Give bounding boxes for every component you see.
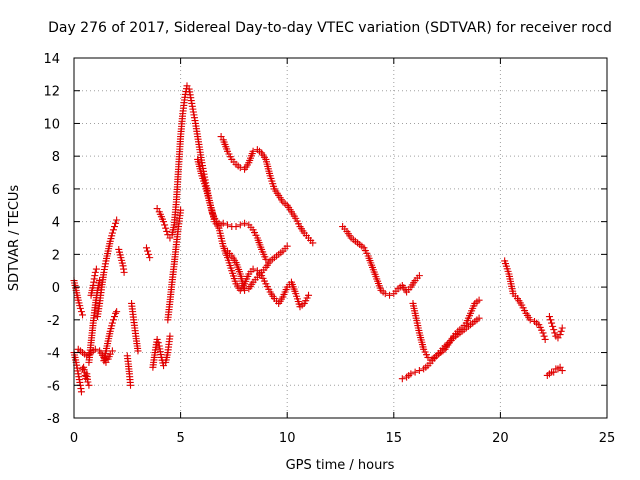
plot-frame [73, 57, 608, 419]
data-point [79, 311, 87, 319]
data-point [85, 381, 93, 389]
data-point [153, 335, 161, 343]
y-tick-label: 2 [52, 248, 60, 263]
y-tick-label: -2 [47, 314, 60, 329]
data-point [526, 316, 534, 324]
data-point [108, 347, 116, 355]
data-point [84, 378, 92, 386]
data-point [108, 229, 116, 237]
data-point [558, 324, 566, 332]
data-point [142, 244, 150, 252]
data-points [70, 82, 566, 396]
data-point [415, 272, 423, 280]
data-point [111, 223, 119, 231]
data-point [126, 381, 134, 389]
data-point [305, 291, 313, 299]
data-point [146, 254, 154, 262]
data-point [558, 367, 566, 375]
data-point [219, 219, 227, 227]
data-point [556, 331, 564, 339]
data-point [386, 291, 394, 299]
data-point-fill [77, 308, 85, 316]
data-point [249, 265, 257, 273]
x-tick-label: 15 [386, 431, 403, 446]
y-tick-label: 14 [43, 52, 60, 67]
grid-lines [74, 58, 607, 418]
y-tick-label: -6 [47, 379, 60, 394]
data-point-fill [547, 316, 555, 324]
data-point [415, 367, 423, 375]
data-point-fill [549, 322, 557, 330]
y-tick-label: 10 [43, 117, 60, 132]
data-point-fill [540, 332, 548, 340]
data-point [550, 326, 558, 334]
x-tick-label: 5 [176, 431, 184, 446]
data-point [241, 286, 249, 294]
x-tick-label: 20 [492, 431, 509, 446]
data-point-fill [163, 227, 171, 235]
data-point [120, 268, 128, 276]
axis-ticks: 0 5 10 15 20 25 -8 -6 -4 -2 0 2 4 6 8 10 12 14 [43, 52, 615, 446]
data-point [91, 268, 99, 276]
data-point [262, 255, 270, 263]
data-point [166, 332, 174, 340]
data-point [381, 290, 389, 298]
data-point [541, 335, 549, 343]
y-tick-label: 6 [52, 183, 60, 198]
data-point [539, 329, 547, 337]
data-point-fill [154, 339, 162, 347]
data-point-fill [112, 219, 120, 227]
data-point [108, 319, 116, 327]
data-point [77, 388, 85, 396]
x-axis-label: GPS time / hours [286, 458, 395, 473]
data-point-fill [144, 247, 152, 255]
x-tick-label: 10 [279, 431, 296, 446]
data-point [162, 224, 170, 232]
data-point [112, 309, 120, 317]
data-point [76, 304, 84, 312]
data-point [113, 216, 121, 224]
data-point [309, 239, 317, 247]
x-tick-label: 0 [70, 431, 78, 446]
data-point [177, 206, 185, 214]
y-tick-label: 8 [52, 150, 60, 165]
y-tick-label: -4 [47, 347, 60, 362]
data-point [407, 370, 415, 378]
data-point [283, 242, 291, 250]
data-point [475, 296, 483, 304]
y-tick-label: -8 [47, 412, 60, 427]
y-tick-label: 0 [52, 281, 60, 296]
y-tick-label: 12 [43, 85, 60, 100]
y-axis-label: SDTVAR / TECUs [7, 185, 22, 292]
data-point [545, 313, 553, 321]
data-point [91, 345, 99, 353]
data-point [475, 314, 483, 322]
chart-title: Day 276 of 2017, Sidereal Day-to-day VTE… [48, 20, 612, 36]
data-point [241, 219, 249, 227]
y-tick-label: 4 [52, 216, 60, 231]
data-point [113, 308, 121, 316]
data-point [424, 353, 432, 361]
data-point-fill [557, 327, 565, 335]
data-point [232, 223, 240, 231]
data-point [224, 221, 232, 229]
data-point-fill [551, 329, 559, 337]
data-point [236, 221, 244, 229]
data-point [92, 265, 100, 273]
data-point [249, 147, 257, 155]
data-point-fill [109, 316, 117, 324]
data-point [411, 368, 419, 376]
data-point [548, 319, 556, 327]
x-tick-label: 25 [599, 431, 616, 446]
data-point [145, 250, 153, 258]
data-point [160, 218, 168, 226]
data-point-fill [161, 221, 169, 229]
data-point-fill [109, 226, 117, 234]
data-point [134, 347, 142, 355]
data-point [111, 313, 119, 321]
data-point [398, 375, 406, 383]
